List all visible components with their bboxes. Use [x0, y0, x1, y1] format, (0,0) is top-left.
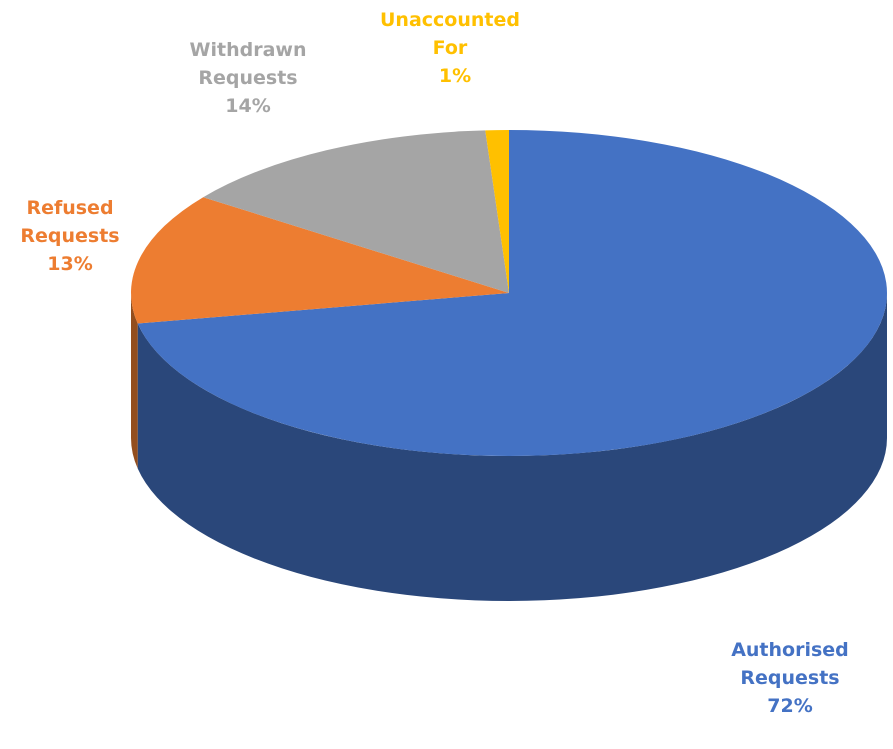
slice-label: Authorised Requests: [731, 639, 849, 689]
pie-side: [131, 293, 138, 469]
pie-slice: [203, 130, 509, 293]
pie-slice: [137, 130, 887, 456]
pie-slice: [485, 130, 509, 293]
slice-value-label: 14%: [225, 95, 271, 117]
slice-label: Refused Requests: [20, 197, 120, 247]
slice-value-label: 72%: [767, 695, 813, 717]
slice-value-label: 1%: [438, 65, 472, 87]
slice-label: Unaccounted For: [380, 9, 520, 59]
slice-value-label: 13%: [47, 253, 93, 275]
slice-label: Withdrawn Requests: [189, 39, 307, 89]
pie-side: [137, 293, 887, 601]
pie-slice: [131, 197, 509, 324]
